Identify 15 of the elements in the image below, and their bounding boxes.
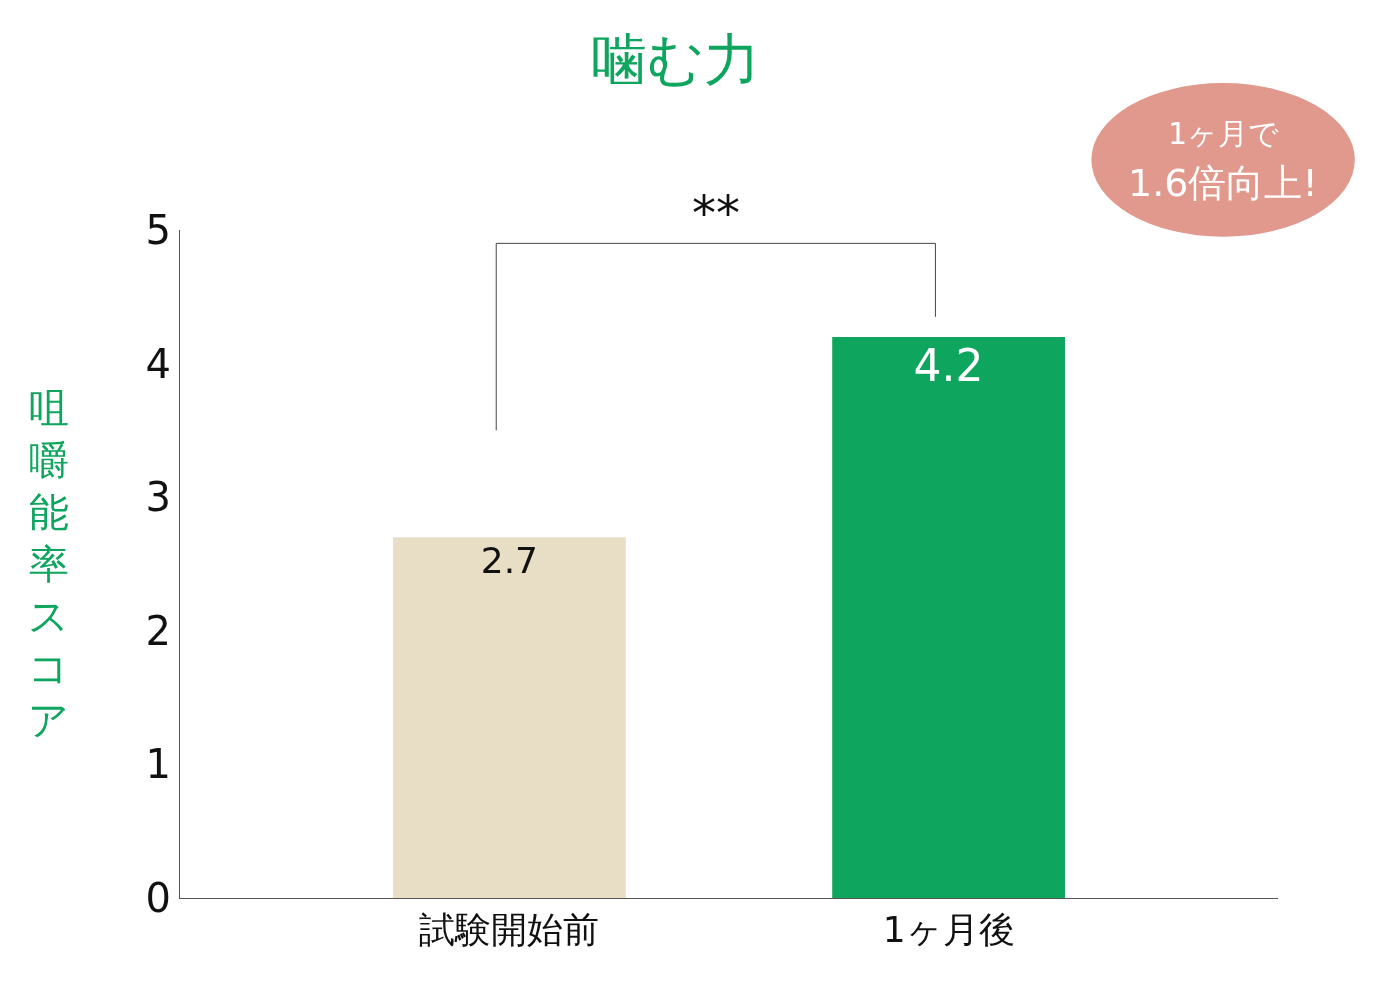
annotation: ** xyxy=(692,185,740,241)
y-tick-label: 2 xyxy=(145,607,171,654)
y-axis-title: 咀嚼能率スコア xyxy=(28,385,69,743)
data-label: 2.7 xyxy=(480,540,539,582)
data-label: 4.2 xyxy=(913,339,984,391)
y-tick-label: 4 xyxy=(145,340,171,387)
y-tick-label: 1 xyxy=(145,741,171,788)
x-tick-label: 1ヶ月後 xyxy=(882,909,1015,951)
text: 1.6倍向上! xyxy=(1128,161,1318,205)
y-tick-label: 5 xyxy=(145,207,171,253)
y-tick-label: 0 xyxy=(145,875,171,921)
text: 1ヶ月で xyxy=(1168,116,1280,151)
chart-title: 噛む力 xyxy=(590,27,760,93)
y-tick-label: 3 xyxy=(145,474,171,521)
x-tick-label: 試験開始前 xyxy=(419,909,600,951)
